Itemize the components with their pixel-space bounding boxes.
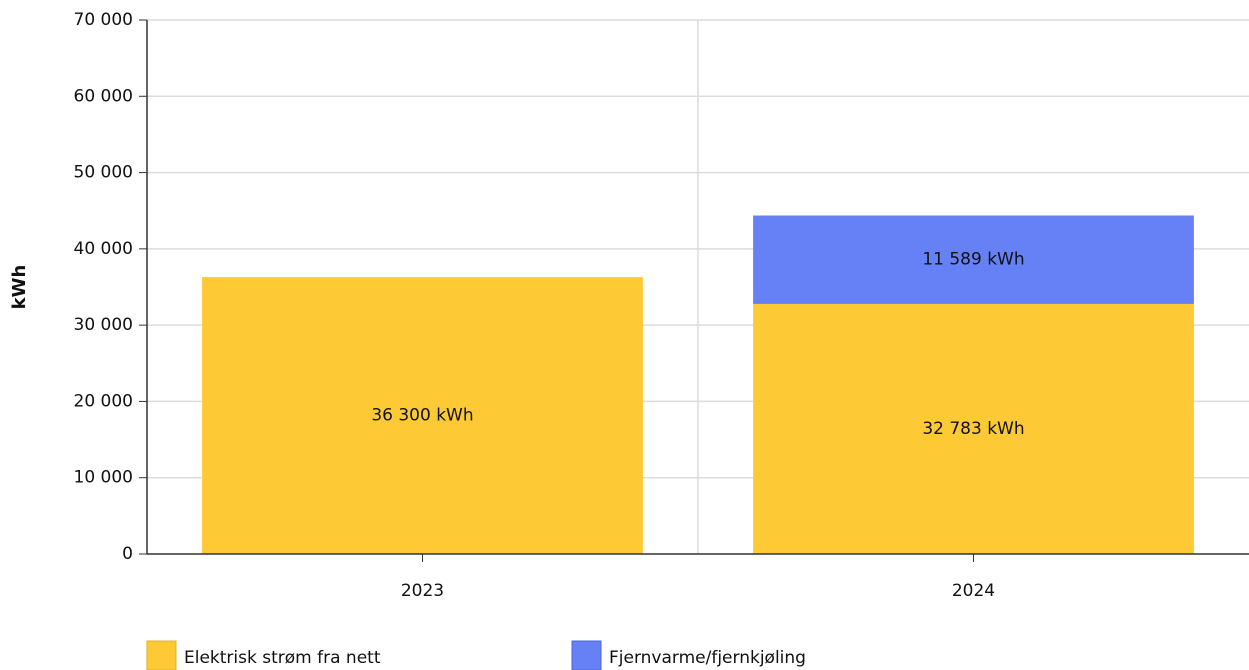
legend-swatch <box>571 640 602 670</box>
y-axis-label: kWh <box>9 265 30 310</box>
x-tick-label: 2024 <box>952 581 995 601</box>
y-tick-label: 50 000 <box>74 163 133 183</box>
value-label: 32 783 kWh <box>922 419 1024 439</box>
y-tick-label: 10 000 <box>74 468 133 488</box>
y-tick-label: 60 000 <box>74 86 133 106</box>
legend-label: Fjernvarme/fjernkjøling <box>609 648 806 668</box>
bar-segment <box>753 303 1194 554</box>
y-tick-label: 0 <box>122 544 133 564</box>
y-tick-label: 70 000 <box>74 10 133 30</box>
y-tick-label: 30 000 <box>74 315 133 335</box>
value-label: 36 300 kWh <box>371 406 473 426</box>
y-tick-label: 40 000 <box>74 239 133 259</box>
bar-segment <box>202 277 643 554</box>
legend-label: Elektrisk strøm fra nett <box>184 648 381 668</box>
legend-swatch <box>146 640 177 670</box>
bar-segment <box>753 215 1194 304</box>
value-label: 11 589 kWh <box>922 250 1024 270</box>
y-tick-label: 20 000 <box>74 391 133 411</box>
x-tick-label: 2023 <box>401 581 444 601</box>
